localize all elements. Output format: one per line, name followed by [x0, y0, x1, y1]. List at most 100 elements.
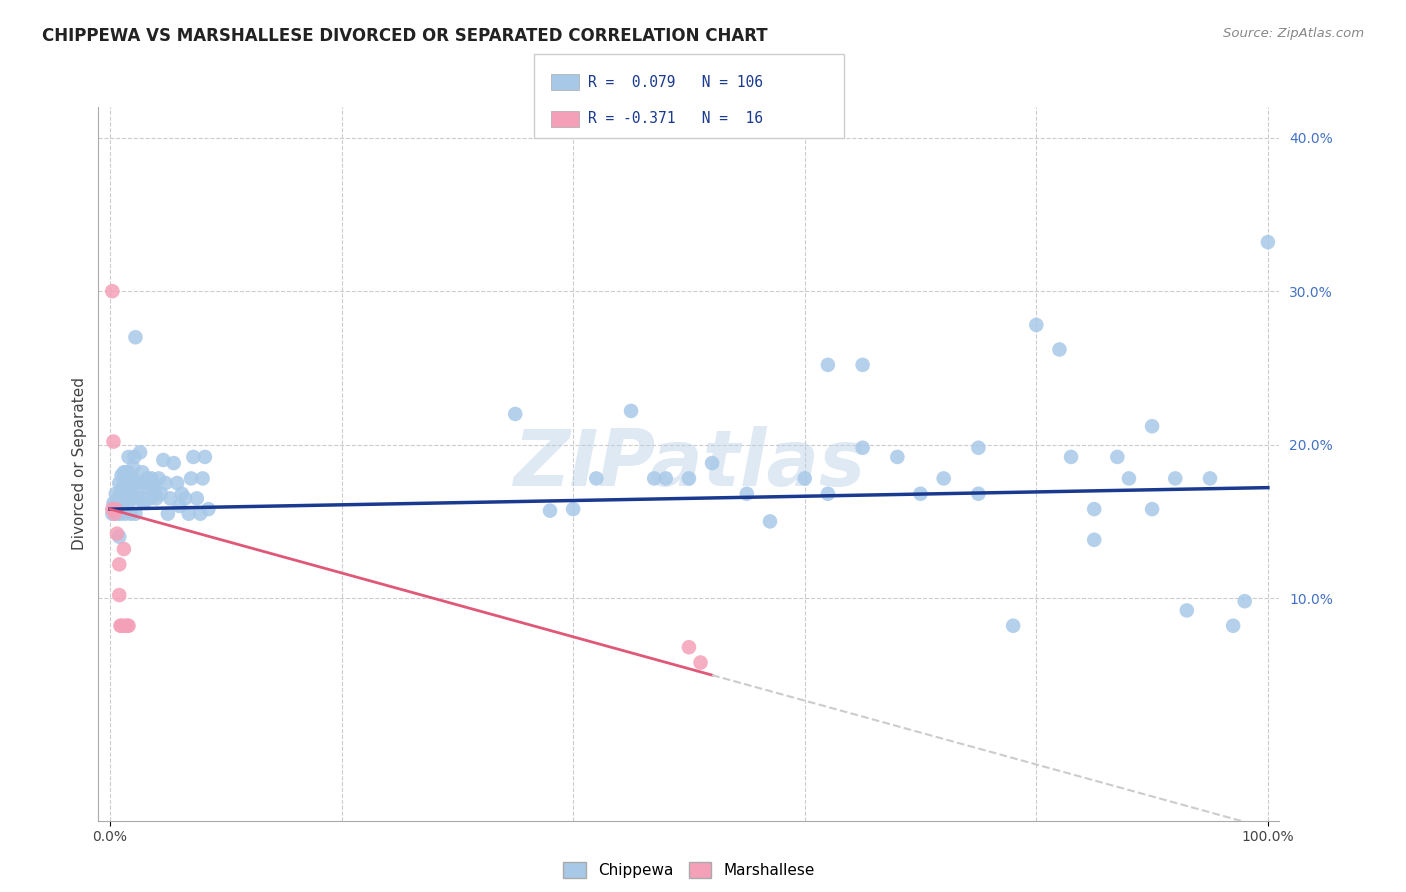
- Point: [735, 487, 758, 501]
- Point: [852, 358, 875, 372]
- Legend: Chippewa, Marshallese: Chippewa, Marshallese: [557, 856, 821, 884]
- Point: [1049, 343, 1071, 357]
- Point: [817, 358, 839, 372]
- Point: [1257, 235, 1279, 249]
- Point: [932, 471, 955, 485]
- Point: [134, 491, 156, 506]
- Point: [105, 526, 128, 541]
- Point: [159, 491, 181, 506]
- Point: [1175, 603, 1198, 617]
- Point: [1164, 471, 1187, 485]
- Point: [125, 476, 148, 491]
- Point: [967, 441, 990, 455]
- Point: [163, 456, 186, 470]
- Point: [107, 491, 129, 506]
- Point: [115, 465, 138, 479]
- Point: [129, 445, 152, 459]
- Point: [143, 481, 166, 495]
- Point: [1140, 419, 1163, 434]
- Point: [131, 476, 153, 491]
- Point: [655, 471, 678, 485]
- Point: [852, 441, 875, 455]
- Y-axis label: Divorced or Separated: Divorced or Separated: [72, 377, 87, 550]
- Point: [112, 496, 135, 510]
- Point: [104, 502, 127, 516]
- Point: [1060, 450, 1083, 464]
- Point: [121, 487, 143, 501]
- Point: [132, 496, 155, 510]
- Point: [120, 507, 142, 521]
- Point: [122, 460, 145, 475]
- Point: [110, 487, 132, 501]
- Point: [180, 471, 202, 485]
- Point: [114, 619, 136, 633]
- Point: [156, 507, 179, 521]
- Point: [1199, 471, 1222, 485]
- Text: Source: ZipAtlas.com: Source: ZipAtlas.com: [1223, 27, 1364, 40]
- Text: ZIPatlas: ZIPatlas: [513, 425, 865, 502]
- Point: [183, 450, 205, 464]
- Point: [143, 487, 166, 501]
- Point: [117, 619, 139, 633]
- Point: [114, 491, 136, 506]
- Point: [620, 404, 643, 418]
- Point: [112, 465, 135, 479]
- Point: [128, 491, 150, 506]
- Point: [111, 481, 134, 495]
- Point: [136, 476, 159, 491]
- Point: [700, 456, 723, 470]
- Point: [1107, 450, 1129, 464]
- Point: [108, 476, 131, 491]
- Point: [152, 453, 174, 467]
- Point: [174, 491, 197, 506]
- Point: [103, 434, 125, 449]
- Point: [503, 407, 526, 421]
- Point: [117, 619, 139, 633]
- Point: [155, 476, 177, 491]
- Point: [910, 487, 932, 501]
- Point: [118, 491, 141, 506]
- Point: [127, 487, 149, 501]
- Point: [967, 487, 990, 501]
- Point: [197, 502, 219, 516]
- Point: [118, 476, 141, 491]
- Point: [108, 558, 131, 572]
- Point: [124, 450, 146, 464]
- Point: [1140, 502, 1163, 516]
- Point: [585, 471, 607, 485]
- Text: R =  0.079   N = 106: R = 0.079 N = 106: [588, 75, 762, 89]
- Point: [145, 491, 167, 506]
- Point: [678, 640, 700, 655]
- Point: [122, 471, 145, 485]
- Point: [124, 491, 146, 506]
- Point: [117, 465, 139, 479]
- Point: [104, 507, 127, 521]
- Point: [101, 284, 124, 298]
- Point: [105, 507, 128, 521]
- Point: [689, 656, 711, 670]
- Point: [101, 507, 124, 521]
- Point: [148, 471, 170, 485]
- Point: [117, 483, 139, 498]
- Point: [142, 476, 165, 491]
- Point: [166, 476, 188, 491]
- Point: [135, 476, 157, 491]
- Point: [1002, 619, 1025, 633]
- Point: [110, 468, 132, 483]
- Point: [117, 450, 139, 464]
- Point: [562, 502, 585, 516]
- Point: [101, 502, 124, 516]
- Point: [117, 499, 139, 513]
- Point: [114, 507, 136, 521]
- Point: [129, 491, 152, 506]
- Point: [1118, 471, 1140, 485]
- Point: [110, 507, 132, 521]
- Point: [191, 471, 214, 485]
- Point: [1083, 533, 1105, 547]
- Point: [186, 491, 208, 506]
- Point: [817, 487, 839, 501]
- Point: [149, 487, 172, 501]
- Point: [115, 476, 138, 491]
- Point: [131, 465, 153, 479]
- Point: [122, 491, 145, 506]
